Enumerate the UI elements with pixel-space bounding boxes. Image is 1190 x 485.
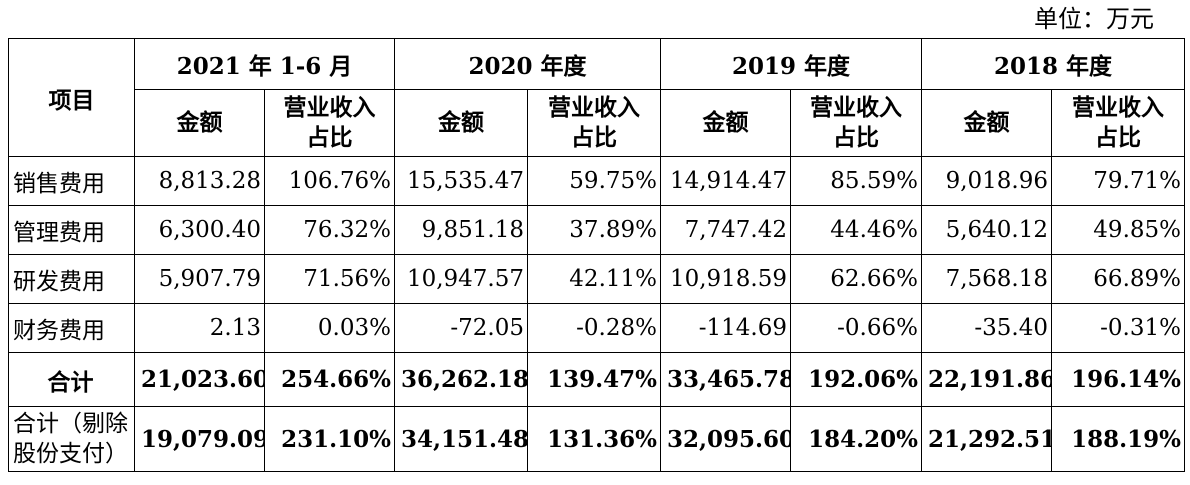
table-cell: -114.69	[660, 303, 791, 353]
table-cell: 32,095.60	[660, 406, 791, 472]
period-header: 2020 年度	[394, 38, 661, 90]
row-label: 财务费用	[8, 303, 135, 353]
ratio-header: 营业收入 占比	[1051, 89, 1185, 157]
ratio-header: 营业收入 占比	[264, 89, 395, 157]
amount-header: 金额	[394, 89, 528, 157]
table-cell: 10,947.57	[394, 254, 528, 304]
header-row-periods: 项目 2021 年 1-6 月 2020 年度 2019 年度 2018 年度	[8, 38, 1185, 157]
ratio-header: 营业收入 占比	[527, 89, 661, 157]
table-cell: 139.47%	[527, 352, 661, 407]
corner-header: 项目	[8, 38, 135, 157]
table-row: 销售费用 8,813.28 106.76% 15,535.47 59.75% 1…	[8, 156, 1185, 206]
table-cell: 15,535.47	[394, 156, 528, 206]
table-cell: 106.76%	[264, 156, 395, 206]
table-cell: 188.19%	[1051, 406, 1185, 472]
table-cell: 34,151.48	[394, 406, 528, 472]
table-cell: 79.71%	[1051, 156, 1185, 206]
amount-header: 金额	[660, 89, 791, 157]
table-cell: 14,914.47	[660, 156, 791, 206]
ratio-header: 营业收入 占比	[790, 89, 922, 157]
unit-label: 单位：万元	[1034, 5, 1154, 33]
table-cell: 59.75%	[527, 156, 661, 206]
table-cell: 19,079.09	[134, 406, 265, 472]
row-label: 研发费用	[8, 254, 135, 304]
table-cell: 184.20%	[790, 406, 922, 472]
table-cell: -35.40	[921, 303, 1052, 353]
total-row: 合计 21,023.60 254.66% 36,262.18 139.47% 3…	[8, 352, 1185, 407]
table-cell: -72.05	[394, 303, 528, 353]
table-cell: 5,907.79	[134, 254, 265, 304]
row-label: 管理费用	[8, 205, 135, 255]
table-cell: -0.31%	[1051, 303, 1185, 353]
amount-header: 金额	[134, 89, 265, 157]
table-cell: 196.14%	[1051, 352, 1185, 407]
table-cell: 37.89%	[527, 205, 661, 255]
table-cell: 7,568.18	[921, 254, 1052, 304]
table-cell: -0.66%	[790, 303, 922, 353]
table-cell: 49.85%	[1051, 205, 1185, 255]
row-label: 合计	[8, 352, 135, 407]
table-cell: 0.03%	[264, 303, 395, 353]
table-cell: 42.11%	[527, 254, 661, 304]
period-header: 2019 年度	[660, 38, 922, 90]
period-header: 2018 年度	[921, 38, 1185, 90]
table-cell: 9,018.96	[921, 156, 1052, 206]
table-cell: 6,300.40	[134, 205, 265, 255]
table-row: 管理费用 6,300.40 76.32% 9,851.18 37.89% 7,7…	[8, 205, 1185, 255]
table-cell: 33,465.78	[660, 352, 791, 407]
table-cell: -0.28%	[527, 303, 661, 353]
table-cell: 7,747.42	[660, 205, 791, 255]
table-cell: 2.13	[134, 303, 265, 353]
table-cell: 231.10%	[264, 406, 395, 472]
table-cell: 21,023.60	[134, 352, 265, 407]
table-cell: 76.32%	[264, 205, 395, 255]
table-row: 财务费用 2.13 0.03% -72.05 -0.28% -114.69 -0…	[8, 303, 1185, 353]
table-cell: 85.59%	[790, 156, 922, 206]
table-cell: 192.06%	[790, 352, 922, 407]
row-label: 合计（剔除 股份支付）	[8, 406, 135, 472]
table-cell: 21,292.51	[921, 406, 1052, 472]
table-cell: 10,918.59	[660, 254, 791, 304]
table-cell: 36,262.18	[394, 352, 528, 407]
table-cell: 9,851.18	[394, 205, 528, 255]
table-cell: 22,191.86	[921, 352, 1052, 407]
expense-table: 项目 2021 年 1-6 月 2020 年度 2019 年度 2018 年度 …	[8, 38, 1185, 472]
amount-header: 金额	[921, 89, 1052, 157]
table-cell: 62.66%	[790, 254, 922, 304]
table-cell: 131.36%	[527, 406, 661, 472]
table-cell: 5,640.12	[921, 205, 1052, 255]
header-row-subcols: 金额 营业收入 占比 金额 营业收入 占比 金额 营业收入 占比 金额 营业收入 占比	[9, 89, 1185, 157]
total-excl-row: 合计（剔除 股份支付） 19,079.09 231.10% 34,151.48 1…	[8, 406, 1185, 472]
table-cell: 71.56%	[264, 254, 395, 304]
period-header: 2021 年 1-6 月	[134, 38, 395, 90]
table-cell: 44.46%	[790, 205, 922, 255]
table-cell: 66.89%	[1051, 254, 1185, 304]
table-cell: 254.66%	[264, 352, 395, 407]
row-label: 销售费用	[8, 156, 135, 206]
table-row: 研发费用 5,907.79 71.56% 10,947.57 42.11% 10…	[8, 254, 1185, 304]
table-cell: 8,813.28	[134, 156, 265, 206]
